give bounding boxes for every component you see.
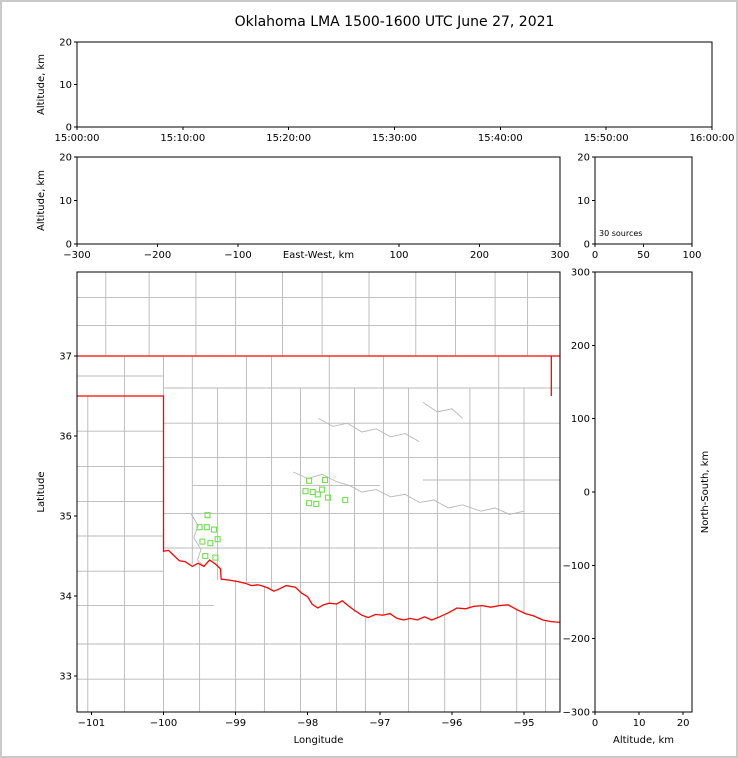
lma-source-marker (313, 500, 320, 508)
x-tick-label: 200 (470, 250, 489, 261)
y-tick-label: 100 (571, 414, 590, 425)
lma-source-marker (306, 477, 313, 484)
y-tick-label: 33 (59, 672, 72, 683)
x-tick-label: −100 (224, 250, 251, 261)
x-tick-label: −98 (297, 718, 318, 729)
state-border-line (77, 395, 560, 624)
lma-source-marker (203, 524, 210, 531)
panel-frame (76, 156, 561, 245)
y-tick-label: 200 (571, 341, 590, 352)
panel-alt_histogram: 30 sources 0 50 100 0 10 20 (577, 153, 701, 262)
y-tick-label: 0 (584, 240, 590, 251)
x-tick-label: 50 (637, 250, 650, 261)
x-tick-label: −200 (144, 250, 171, 261)
lma-source-marker (342, 496, 349, 504)
y-tick-label: −100 (563, 561, 590, 572)
lma-source-marker (314, 491, 321, 498)
x-tick-label: 15:20:00 (266, 133, 311, 144)
y-tick-label: 36 (59, 432, 72, 443)
y-axis-label: Altitude, km (36, 170, 47, 231)
y-tick-label: 35 (59, 512, 72, 523)
x-tick-label: 0 (592, 250, 598, 261)
lma-source-marker (321, 476, 329, 484)
panel-frame (76, 41, 713, 128)
x-tick-label: −97 (369, 718, 390, 729)
x-tick-label: 20 (677, 718, 690, 729)
lma-source-marker (302, 488, 309, 495)
y-tick-label: 0 (66, 123, 72, 134)
y-tick-label: 300 (571, 268, 590, 279)
panel-frame (76, 271, 561, 713)
figure-title: Oklahoma LMA 1500-1600 UTC June 27, 2021 (234, 14, 555, 30)
x-tick-label: 100 (682, 250, 701, 261)
panel-ew_height: −300 −200 −100 100 200 300 0 10 20 East-West, km A… (36, 153, 570, 262)
county-line (318, 418, 420, 442)
x-axis-label: Altitude, km (613, 735, 674, 746)
lma-source-marker (210, 526, 218, 533)
x-tick-label: −300 (63, 250, 90, 261)
y-tick-label: 0 (66, 240, 72, 251)
lma-source-marker (324, 494, 331, 501)
lma-source-marker (319, 486, 326, 493)
y-tick-label: −200 (563, 634, 590, 645)
lma-source-marker (204, 512, 211, 519)
y-tick-label: −300 (563, 708, 590, 719)
y-tick-label: 10 (59, 196, 72, 207)
x-tick-label: −100 (150, 718, 177, 729)
x-axis-label: East-West, km (283, 250, 354, 261)
y-tick-label: 0 (584, 488, 590, 499)
panel-map: −101 −100 −99 −98 −97 −96 −95 33 34 35 36 37 Longitu… (36, 271, 561, 746)
lma-source-marker (207, 540, 214, 547)
y-tick-label: 20 (59, 38, 72, 49)
x-tick-label: −101 (78, 718, 105, 729)
panel-ns_height: 0 10 20 300 200 100 0 −100 −200 −300 Altitude, km N… (563, 268, 711, 747)
x-tick-label: 15:50:00 (584, 133, 629, 144)
y-axis-label-right: North-South, km (700, 451, 711, 534)
x-tick-label: 10 (633, 718, 646, 729)
county-line (293, 471, 525, 515)
county-line (190, 513, 204, 566)
panel-frame (594, 156, 693, 245)
x-tick-label: 300 (550, 250, 569, 261)
x-tick-label: 16:00:00 (690, 133, 735, 144)
y-tick-label: 34 (59, 592, 72, 603)
panel-frame (594, 271, 693, 713)
y-tick-label: 37 (59, 352, 72, 363)
lma-source-marker (199, 538, 206, 545)
lma-source-marker (202, 552, 209, 560)
y-tick-label: 20 (59, 153, 72, 164)
county-line (422, 402, 463, 419)
x-tick-label: 100 (389, 250, 408, 261)
lma-source-marker (196, 524, 203, 531)
lma-source-marker (214, 536, 221, 543)
x-tick-label: −95 (513, 718, 534, 729)
y-tick-label: 10 (59, 80, 72, 91)
lma-source-marker (212, 554, 219, 561)
lma-source-marker (309, 488, 316, 496)
panel-time_height: 15:00:00 15:10:00 15:20:00 15:30:00 15:40:00… (36, 38, 734, 145)
x-tick-label: 0 (592, 718, 598, 729)
x-tick-label: 15:30:00 (372, 133, 417, 144)
x-tick-label: −99 (225, 718, 246, 729)
x-tick-label: −96 (441, 718, 462, 729)
y-axis-label: Altitude, km (36, 54, 47, 115)
x-axis-label: Longitude (294, 735, 344, 746)
y-tick-label: 20 (577, 153, 590, 164)
x-tick-label: 15:00:00 (55, 133, 100, 144)
lma-source-marker (306, 500, 313, 507)
x-tick-label: 15:10:00 (160, 133, 205, 144)
x-tick-label: 15:40:00 (478, 133, 523, 144)
y-axis-label: Latitude (36, 471, 47, 512)
source-count-annotation: 30 sources (599, 229, 642, 238)
y-tick-label: 10 (577, 196, 590, 207)
map-data-layer (77, 272, 560, 712)
